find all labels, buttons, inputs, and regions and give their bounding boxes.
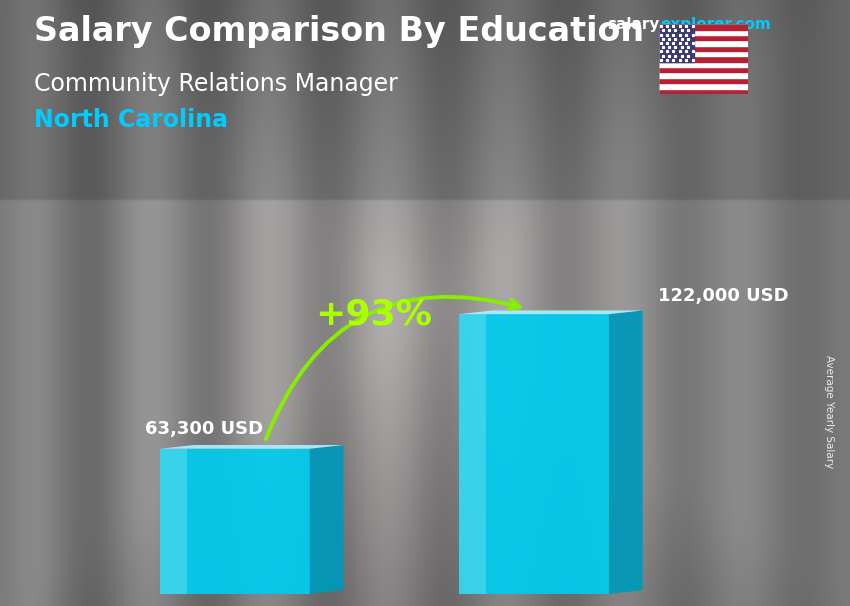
Bar <box>659 30 748 35</box>
Bar <box>659 73 748 78</box>
FancyArrowPatch shape <box>266 297 519 439</box>
Bar <box>659 45 748 51</box>
Bar <box>659 24 694 62</box>
Bar <box>659 35 748 41</box>
Bar <box>659 51 748 56</box>
Bar <box>659 56 748 62</box>
Bar <box>659 62 748 67</box>
Polygon shape <box>459 310 643 314</box>
Text: North Carolina: North Carolina <box>34 108 228 132</box>
Text: +93%: +93% <box>314 297 432 331</box>
Text: Salary Comparison By Education: Salary Comparison By Education <box>34 15 644 48</box>
Text: 63,300 USD: 63,300 USD <box>145 420 264 438</box>
Bar <box>659 24 748 30</box>
Bar <box>659 78 748 83</box>
Bar <box>659 88 748 94</box>
Text: explorer.com: explorer.com <box>660 17 771 32</box>
Text: Community Relations Manager: Community Relations Manager <box>34 72 398 96</box>
Polygon shape <box>309 445 343 594</box>
Bar <box>659 83 748 88</box>
Bar <box>659 67 748 73</box>
Polygon shape <box>160 448 309 594</box>
Bar <box>659 41 748 45</box>
Text: 122,000 USD: 122,000 USD <box>658 287 788 305</box>
Polygon shape <box>609 310 643 594</box>
Text: salary: salary <box>608 17 660 32</box>
Polygon shape <box>160 445 343 448</box>
Text: Average Yearly Salary: Average Yearly Salary <box>824 356 834 468</box>
Polygon shape <box>459 314 609 594</box>
Polygon shape <box>160 448 187 594</box>
Polygon shape <box>459 314 486 594</box>
